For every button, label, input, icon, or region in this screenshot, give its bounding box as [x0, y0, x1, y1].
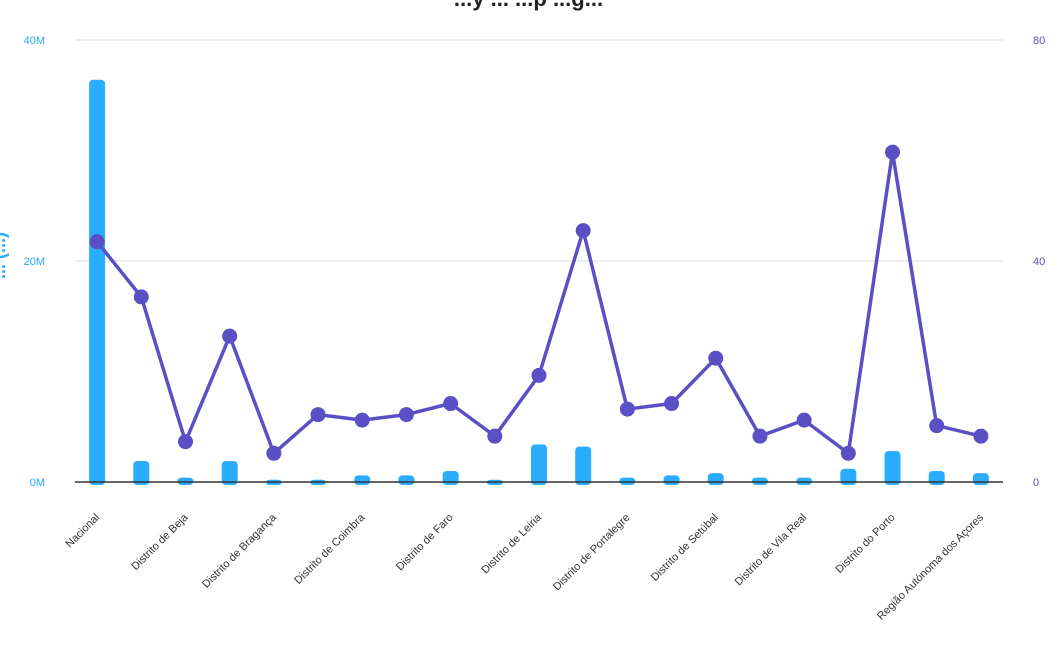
bar: [89, 79, 106, 485]
category-label: Distrito de Portalegre: [551, 512, 633, 594]
line-point: [929, 418, 945, 434]
line-point: [796, 412, 812, 428]
bar: [531, 444, 547, 485]
line-point: [619, 401, 635, 417]
line-point: [531, 367, 547, 383]
left-axis-ticks: 0M 20M 40M: [24, 35, 45, 489]
line-point: [885, 144, 901, 160]
category-label: Distrito de Vila Real: [733, 512, 810, 589]
bar: [442, 470, 459, 485]
left-tick-label: 0M: [30, 477, 45, 489]
line-point: [575, 223, 591, 239]
bar: [707, 473, 724, 485]
line-point: [973, 428, 989, 444]
category-label: Região Autónoma dos Açores: [875, 511, 986, 622]
left-tick-label: 40M: [24, 35, 45, 47]
line-point: [443, 396, 459, 412]
line-point: [487, 428, 503, 444]
line-series: [89, 144, 989, 461]
line-point: [398, 407, 414, 423]
bar: [575, 446, 592, 485]
chart-title: ...y ... ...p ...g...: [0, 0, 1057, 12]
line-point: [840, 445, 856, 461]
category-labels: Nacional Distrito de Beja Distrito de Brag…: [63, 511, 986, 623]
line-point: [752, 428, 768, 444]
bar: [840, 468, 857, 485]
bar: [663, 475, 680, 485]
bar: [221, 461, 238, 485]
bar: [972, 473, 989, 485]
bar: [928, 470, 945, 485]
right-axis-ticks: 0 40 80: [1033, 35, 1045, 489]
line-point: [664, 396, 680, 412]
bar: [354, 475, 371, 485]
series-line: [95, 150, 982, 456]
line-point: [89, 234, 105, 250]
right-tick-label: 80: [1033, 35, 1045, 47]
bar: [884, 451, 901, 485]
category-label: Distrito de Leiria: [479, 511, 544, 576]
line-point: [310, 407, 326, 423]
category-label: Distrito de Bragança: [200, 511, 280, 591]
category-label: Distrito de Beja: [129, 511, 191, 573]
line-point: [266, 445, 282, 461]
line-point: [708, 350, 724, 366]
category-label: Distrito de Coimbra: [292, 511, 368, 587]
line-point: [354, 412, 370, 428]
bar: [398, 475, 415, 485]
line-point: [177, 434, 193, 450]
bar: [133, 461, 150, 485]
category-label: Distrito de Setúbal: [649, 512, 721, 584]
left-tick-label: 20M: [24, 256, 45, 268]
category-label: Nacional: [63, 512, 102, 551]
right-tick-label: 40: [1033, 256, 1045, 268]
category-label: Distrito de Faro: [394, 512, 456, 574]
line-point: [222, 328, 238, 344]
gridlines: [75, 39, 1003, 262]
right-tick-label: 0: [1033, 477, 1039, 489]
line-point: [133, 289, 149, 305]
category-label: Distrito do Porto: [833, 512, 897, 576]
